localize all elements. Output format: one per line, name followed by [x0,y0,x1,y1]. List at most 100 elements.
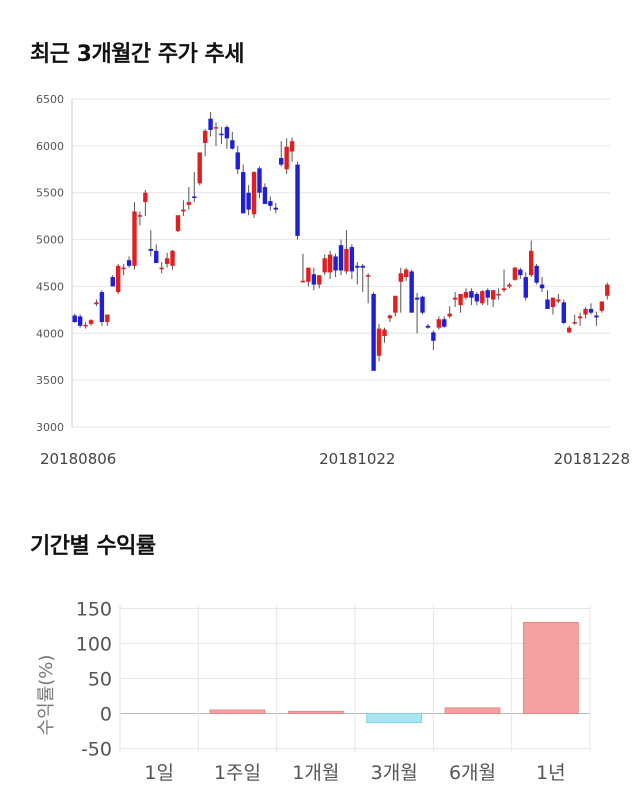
candle [262,183,268,204]
candle-body [126,260,132,266]
candle-body [219,133,224,136]
candle [175,215,181,233]
returns-y-axis-label: 수익률(%) [36,655,57,736]
returns-y-tick-label: 100 [76,634,112,656]
candle [83,322,88,329]
candle-body [273,207,278,210]
candle-body [317,275,322,285]
price-y-tick-label: 5500 [36,187,64,200]
candle-body [181,209,186,212]
candle [317,275,322,289]
candle [480,290,485,306]
returns-x-axis: 1일 1주일 1개월 3개월 6개월 1년 [144,762,565,784]
price-y-tick-label: 6500 [36,93,64,106]
candle [550,297,556,315]
candle [338,239,344,276]
returns-bars [209,622,579,724]
candle-body [143,192,148,203]
returns-y-tick-label: 50 [88,669,112,691]
candle-body [349,247,355,272]
price-candles [72,112,610,371]
candle-body [295,164,300,236]
candle-body [202,130,208,144]
candle [393,295,398,317]
candle-body [387,315,393,319]
candle-body [289,141,295,152]
candle-body [442,319,447,327]
candle [523,272,528,301]
price-y-tick-label: 4500 [36,280,64,293]
candle-body [175,215,181,232]
candle-body [507,284,512,287]
returns-y-tick-label: 150 [76,599,112,621]
candle [599,301,605,313]
candle [436,316,442,330]
candle [105,314,110,326]
candle-body [137,215,143,217]
candle [110,275,115,287]
returns-y-tick-label: -50 [81,739,112,761]
price-y-tick-label: 3000 [36,421,64,434]
price-x-tick-label: 20181228 [554,450,630,468]
candle-body [300,280,306,283]
candle-body [529,250,534,276]
price-y-tick-label: 6000 [36,140,64,153]
candle [94,299,99,307]
returns-x-tick-label: 1년 [536,762,566,784]
candle-body [88,320,94,324]
candle-body [534,265,539,283]
candle [143,189,148,217]
candle [355,262,360,285]
candle-body [208,118,213,130]
price-y-tick-label: 4000 [36,327,64,340]
candle-body [311,274,317,285]
candle-body [523,277,528,298]
candle-body [425,325,431,328]
candle-body [452,297,458,300]
candle [349,244,355,279]
candle [219,127,224,144]
candle-body [458,293,463,306]
candle [230,131,235,150]
candle [246,185,251,216]
candle [567,325,572,334]
candle [268,196,273,211]
candle-body [365,275,371,277]
candle [115,263,121,294]
candle [279,141,284,167]
candle [251,171,257,219]
candle-body [393,295,398,313]
candle [485,288,490,306]
candle-body [436,319,442,328]
candle-body [447,313,452,317]
price-x-axis: 20180806 20181022 20181228 [40,450,630,468]
candle-body [431,332,436,341]
candle-body [159,267,164,270]
candle-body [224,127,230,139]
returns-x-tick-label: 1주일 [214,762,261,784]
price-y-tick-label: 5000 [36,234,64,247]
candle-body [246,192,251,210]
candle [463,288,469,300]
candle-body [463,292,469,298]
candle [588,303,594,315]
candle-body [344,248,349,272]
candle [121,263,126,276]
candle-body [148,248,153,251]
candle-body [251,172,257,215]
candle [72,313,77,323]
candle [300,253,306,283]
candle [327,250,333,279]
candle-body [561,302,567,323]
candle [507,282,512,289]
candle [257,166,262,199]
candle [213,122,219,146]
candle-body [322,258,327,273]
candle [240,164,246,214]
candle-body [235,152,240,170]
candle [572,314,577,325]
candle [322,254,327,276]
candle-body [599,301,605,311]
candle [284,138,289,174]
candle [414,292,420,334]
